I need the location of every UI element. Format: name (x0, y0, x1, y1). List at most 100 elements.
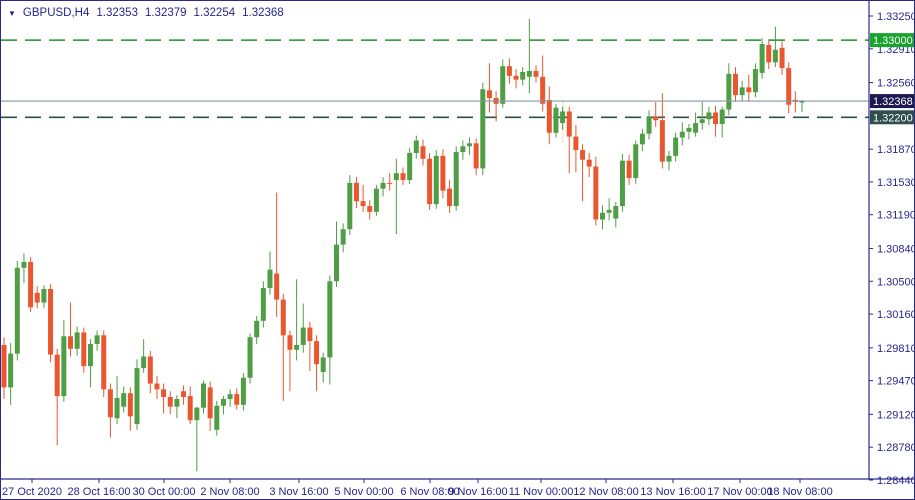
candle-body-up (247, 337, 253, 378)
candle-body-down (540, 76, 546, 104)
candle-body-up (300, 327, 306, 345)
candle-body-down (473, 143, 479, 169)
candle-body-up (560, 111, 566, 124)
candle-body-up (87, 343, 93, 367)
candle-body-down (447, 188, 453, 207)
candle-body-up (673, 137, 679, 156)
candle-body-up (294, 344, 300, 350)
time-tick-label: 28 Oct 16:00 (68, 486, 131, 498)
candle-body-up (699, 119, 705, 124)
price-badge (870, 33, 914, 48)
candle-body-up (21, 261, 27, 268)
candle-body-up (267, 269, 273, 289)
candle-body-up (220, 398, 226, 406)
candle-body-down (546, 99, 552, 133)
candle-body-down (353, 182, 359, 202)
price-badge-label: 1.32368 (873, 96, 913, 108)
candle-body-up (553, 107, 559, 133)
candle-body-up (94, 335, 100, 344)
candle-body-down (34, 292, 40, 303)
candle-body-up (679, 131, 685, 138)
candle-body-up (613, 206, 619, 219)
candle-body-up (799, 101, 805, 103)
time-tick-label: 18 Nov 08:00 (767, 486, 832, 498)
price-badge (870, 94, 914, 109)
candle-body-up (227, 394, 233, 399)
candle-body-up (174, 398, 180, 407)
time-tick-label: 30 Oct 00:00 (133, 486, 196, 498)
candle-body-up (134, 368, 140, 425)
candle-body-down (766, 44, 772, 63)
candle-body-down (733, 73, 738, 96)
price-tick-label: 1.29470 (877, 376, 914, 388)
candle-body-down (506, 66, 512, 76)
candle-body-up (726, 73, 732, 110)
price-tick-label: 1.29120 (877, 409, 914, 421)
candle-body-down (274, 273, 280, 300)
candle-body-up (254, 320, 260, 338)
candle-body-up (407, 152, 413, 180)
time-tick-label: 17 Nov 00:00 (707, 486, 772, 498)
candle-body-down (573, 136, 579, 151)
time-tick-label: 6 Nov 08:00 (400, 486, 459, 498)
candle-body-up (500, 66, 506, 104)
candle-body-up (467, 143, 472, 147)
price-tick-label: 1.28440 (877, 475, 914, 487)
time-tick-label: 12 Nov 08:00 (573, 486, 638, 498)
candle-body-down (626, 160, 632, 179)
candle-body-up (480, 89, 486, 169)
candle-body-up (327, 281, 333, 358)
price-tick-label: 1.31190 (877, 210, 914, 222)
candle-body-up (373, 188, 379, 212)
candle-body-up (752, 69, 758, 93)
candle-body-down (287, 335, 293, 350)
price-badge (870, 110, 914, 125)
price-tick-label: 1.30840 (877, 243, 914, 255)
candle-body-down (101, 335, 107, 390)
candle-body-down (81, 332, 87, 367)
candle-body-up (526, 70, 532, 77)
candle-body-down (1, 344, 7, 388)
candle-body-up (619, 160, 625, 207)
price-badge-label: 1.32200 (873, 112, 913, 124)
candle-body-down (420, 146, 426, 159)
candle-body-up (639, 133, 645, 145)
candle-body-down (653, 116, 659, 121)
candle-body-up (74, 332, 80, 349)
candle-body-up (453, 152, 459, 207)
candle-body-down (513, 75, 519, 80)
candle-body-down (307, 327, 313, 342)
candle-body-up (260, 288, 266, 321)
time-tick-label: 13 Nov 16:00 (640, 486, 705, 498)
candle-body-up (61, 336, 67, 397)
candle-body-down (659, 120, 665, 162)
candle-body-up (340, 229, 346, 245)
candle-body-down (147, 356, 153, 384)
price-tick-label: 1.32560 (877, 78, 914, 90)
time-tick-label: 11 Nov 00:00 (509, 486, 574, 498)
candle-body-up (393, 173, 399, 180)
candle-body-up (114, 398, 120, 419)
candle-body-down (713, 112, 719, 125)
candle-body-up (201, 383, 206, 408)
candle-body-up (706, 112, 712, 120)
symbol-header: ▼ GBPUSD,H4 1.32353 1.32379 1.32254 1.32… (8, 7, 284, 19)
candle-body-up (633, 144, 639, 179)
candle-body-up (347, 182, 353, 230)
candle-body-up (121, 393, 127, 407)
candle-body-up (214, 405, 220, 430)
candle-body-up (600, 212, 605, 220)
quote-low: 1.32254 (193, 7, 236, 19)
time-tick-label: 3 Nov 16:00 (269, 486, 328, 498)
candle-body-up (41, 288, 47, 303)
candle-body-up (320, 357, 326, 372)
candle-body-down (48, 288, 54, 355)
candle-body-down (586, 159, 592, 167)
candle-body-up (380, 182, 386, 189)
candle-body-up (646, 116, 652, 134)
candle-body-down (28, 261, 34, 308)
dropdown-icon[interactable]: ▼ (8, 8, 16, 18)
candle-body-down (107, 389, 113, 418)
candle-body-down (127, 393, 133, 417)
